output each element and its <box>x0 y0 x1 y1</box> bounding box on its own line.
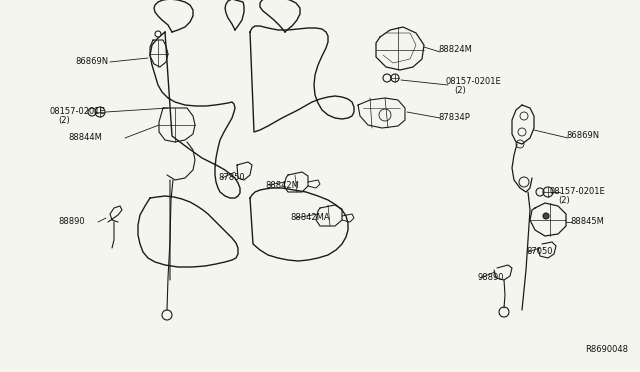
Text: 86869N: 86869N <box>75 58 108 67</box>
Text: 88845M: 88845M <box>570 218 604 227</box>
Text: 08157-0201E: 08157-0201E <box>50 108 106 116</box>
Text: 88842MA: 88842MA <box>290 214 330 222</box>
Text: R8690048: R8690048 <box>585 346 628 355</box>
Text: 88844M: 88844M <box>68 134 102 142</box>
Text: 08157-0201E: 08157-0201E <box>446 77 502 87</box>
Text: 98890: 98890 <box>478 273 504 282</box>
Text: (2): (2) <box>454 87 466 96</box>
Text: (2): (2) <box>58 116 70 125</box>
Text: 86869N: 86869N <box>566 131 599 141</box>
Text: 88890: 88890 <box>58 218 84 227</box>
Text: (2): (2) <box>558 196 570 205</box>
Text: 88824M: 88824M <box>438 45 472 55</box>
Text: 87834P: 87834P <box>438 113 470 122</box>
Text: 08157-0201E: 08157-0201E <box>550 187 605 196</box>
Circle shape <box>155 31 161 37</box>
Circle shape <box>543 213 549 219</box>
Text: 88842M: 88842M <box>265 180 299 189</box>
Text: 87850: 87850 <box>218 173 244 183</box>
Text: 87050: 87050 <box>526 247 552 257</box>
